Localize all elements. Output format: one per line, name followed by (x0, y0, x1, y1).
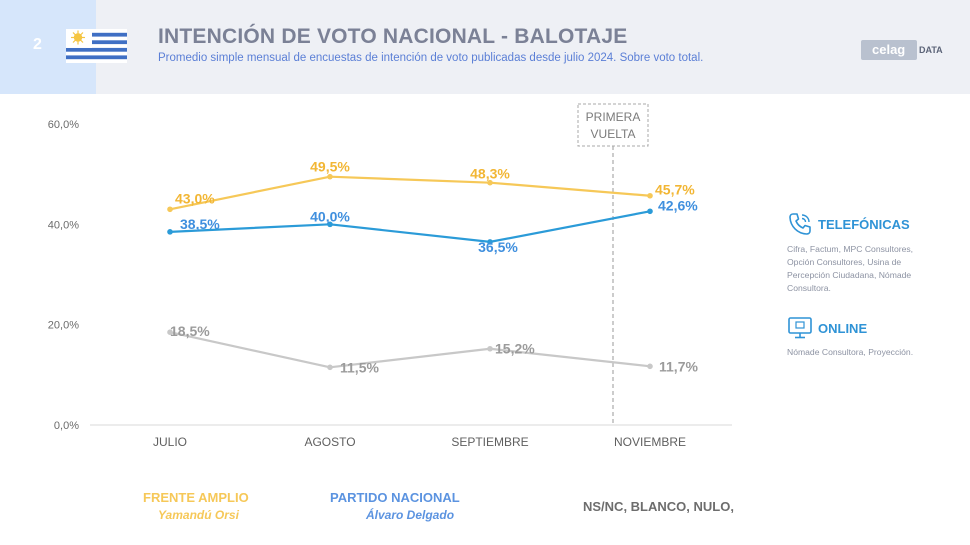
logo-brand: celag (872, 42, 906, 57)
data-label-otros: 18,5% (170, 323, 210, 339)
data-point-otros (327, 364, 333, 371)
series-line-partido-nacional (169, 210, 651, 243)
data-point-partido-nacional (167, 229, 173, 235)
legend-otros-title: NS/NC, BLANCO, NULO, (583, 499, 734, 514)
monitor-icon (788, 317, 812, 339)
slide-number-box: 2 (0, 0, 127, 94)
phone-icon (789, 213, 811, 235)
first-round-label-line1: PRIMERA (586, 110, 641, 124)
data-point-partido-nacional (327, 221, 333, 228)
data-point-otros (647, 363, 653, 370)
data-point-otros (487, 345, 493, 352)
legend-frente-amplio-title: FRENTE AMPLIO (143, 490, 249, 505)
series-line-otros (169, 331, 651, 369)
data-point-partido-nacional (487, 239, 493, 245)
data-point-frente-amplio (327, 173, 333, 180)
legend-frente-amplio-candidate: Yamandú Orsi (158, 508, 239, 522)
y-axis: 0,0% 20,0% 40,0% 60,0% (48, 119, 79, 432)
data-label-frente-amplio: 48,3% (470, 166, 510, 182)
line-chart: 0,0% 20,0% 40,0% 60,0% JULIO AGOSTO SEPTIEMBR… (48, 103, 732, 449)
data-label-frente-amplio: 49,5% (310, 159, 350, 175)
source-online-title: ONLINE (818, 321, 868, 336)
y-tick-label: 60,0% (48, 119, 79, 131)
data-label-otros: 11,7% (659, 358, 698, 374)
data-label-frente-amplio: 45,7% (655, 182, 695, 198)
first-round-box (577, 103, 649, 147)
x-tick-label: AGOSTO (304, 435, 355, 449)
x-tick-label: JULIO (153, 435, 187, 449)
data-label-partido-nacional: 38,5% (180, 216, 220, 232)
data-point-frente-amplio (167, 206, 173, 213)
slide-number: 2 (33, 36, 42, 53)
x-tick-label: SEPTIEMBRE (451, 435, 528, 449)
source-telefonicas-text: Cifra, Factum, MPC Consultores, Opción C… (787, 244, 914, 293)
y-tick-label: 40,0% (48, 219, 79, 231)
data-point-frente-amplio (647, 192, 653, 199)
data-point-frente-amplio (487, 179, 493, 186)
series-line-frente-amplio (169, 175, 651, 211)
data-point-otros (167, 329, 173, 335)
first-round-label-line2: VUELTA (591, 127, 636, 141)
page-title: INTENCIÓN DE VOTO NACIONAL - BALOTAJE (158, 25, 628, 48)
data-label-otros: 11,5% (340, 359, 379, 375)
logo-suffix: DATA (919, 45, 943, 55)
data-label-frente-amplio: 43,0% (175, 190, 215, 206)
source-online-text: Nómade Consultora, Proyección. (787, 347, 914, 357)
data-label-partido-nacional: 42,6% (658, 197, 698, 213)
series-group: 43,0% 49,5% 48,3% 45,7% 38,5% 40,0% 36,5% 42,6%… (167, 159, 698, 375)
data-label-partido-nacional: 36,5% (478, 239, 518, 255)
data-label-otros: 15,2% (495, 341, 535, 357)
y-tick-label: 20,0% (48, 320, 79, 332)
x-axis: JULIO AGOSTO SEPTIEMBRE NOVIEMBRE (153, 435, 686, 449)
uruguay-flag-icon (66, 29, 127, 63)
data-point-partido-nacional (647, 208, 653, 215)
logo-box: celag (861, 40, 917, 60)
legend-partido-nacional-candidate: Álvaro Delgado (366, 508, 455, 522)
header-band: 2 INTENCIÓN DE VOTO NACIONAL - BALOTAJE … (0, 0, 970, 94)
legend-partido-nacional-title: PARTIDO NACIONAL (330, 490, 460, 505)
x-tick-label: NOVIEMBRE (614, 435, 686, 449)
source-telefonicas-title: TELEFÓNICAS (818, 217, 910, 232)
data-label-partido-nacional: 40,0% (310, 208, 350, 224)
page-subtitle: Promedio simple mensual de encuestas de … (158, 52, 704, 64)
y-tick-label: 0,0% (54, 420, 79, 432)
